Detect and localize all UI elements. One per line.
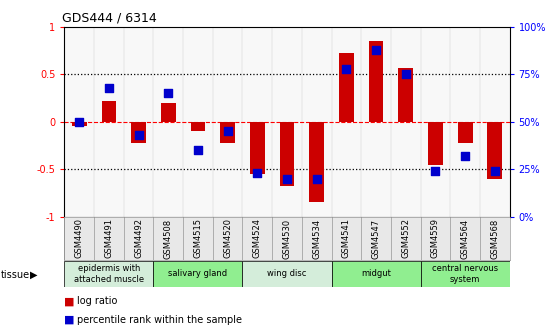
FancyBboxPatch shape <box>153 261 242 287</box>
Text: ■: ■ <box>64 296 75 306</box>
Text: tissue: tissue <box>1 269 30 280</box>
Point <box>372 47 381 52</box>
Text: GSM4491: GSM4491 <box>104 218 114 258</box>
Text: GSM4492: GSM4492 <box>134 218 143 258</box>
Point <box>431 168 440 174</box>
Text: GSM4559: GSM4559 <box>431 218 440 258</box>
Point <box>253 170 262 176</box>
Text: GSM4568: GSM4568 <box>490 218 500 259</box>
Bar <box>190 122 206 131</box>
Text: GSM4490: GSM4490 <box>74 218 84 258</box>
Bar <box>220 122 235 143</box>
Text: ■: ■ <box>64 315 75 325</box>
Text: GSM4530: GSM4530 <box>282 218 292 259</box>
Bar <box>487 122 502 179</box>
Point <box>312 176 321 181</box>
FancyBboxPatch shape <box>64 261 153 287</box>
Bar <box>161 103 176 122</box>
Text: GSM4515: GSM4515 <box>193 218 203 258</box>
Bar <box>398 68 413 122</box>
Text: GSM4541: GSM4541 <box>342 218 351 258</box>
Point <box>460 153 469 159</box>
Bar <box>428 122 443 165</box>
Point <box>401 72 410 77</box>
Point <box>164 91 173 96</box>
Point <box>134 132 143 138</box>
Bar <box>339 53 354 122</box>
Text: percentile rank within the sample: percentile rank within the sample <box>77 315 242 325</box>
Bar <box>131 122 146 143</box>
Bar <box>309 122 324 203</box>
Bar <box>101 101 116 122</box>
Bar <box>250 122 265 174</box>
Text: GSM4547: GSM4547 <box>371 218 381 259</box>
Text: GDS444 / 6314: GDS444 / 6314 <box>62 11 157 24</box>
Bar <box>368 41 384 122</box>
Text: salivary gland: salivary gland <box>169 269 227 278</box>
Text: GSM4508: GSM4508 <box>164 218 173 259</box>
Text: ▶: ▶ <box>30 269 38 280</box>
Text: epidermis with
attached muscle: epidermis with attached muscle <box>74 264 144 284</box>
Point <box>105 85 114 90</box>
Point <box>491 168 500 174</box>
Text: central nervous
system: central nervous system <box>432 264 498 284</box>
Point <box>342 66 351 71</box>
Bar <box>458 122 473 143</box>
Text: GSM4534: GSM4534 <box>312 218 321 259</box>
Text: midgut: midgut <box>361 269 391 278</box>
Text: log ratio: log ratio <box>77 296 118 306</box>
Bar <box>72 122 87 126</box>
FancyBboxPatch shape <box>242 261 332 287</box>
Point <box>223 129 232 134</box>
Text: GSM4524: GSM4524 <box>253 218 262 258</box>
FancyBboxPatch shape <box>421 261 510 287</box>
Text: wing disc: wing disc <box>267 269 307 278</box>
Text: GSM4520: GSM4520 <box>223 218 232 258</box>
Text: GSM4564: GSM4564 <box>460 218 470 259</box>
Point <box>75 119 84 125</box>
FancyBboxPatch shape <box>332 261 421 287</box>
Text: GSM4552: GSM4552 <box>401 218 410 258</box>
Point <box>282 176 291 181</box>
Point <box>194 148 203 153</box>
Bar <box>279 122 295 186</box>
